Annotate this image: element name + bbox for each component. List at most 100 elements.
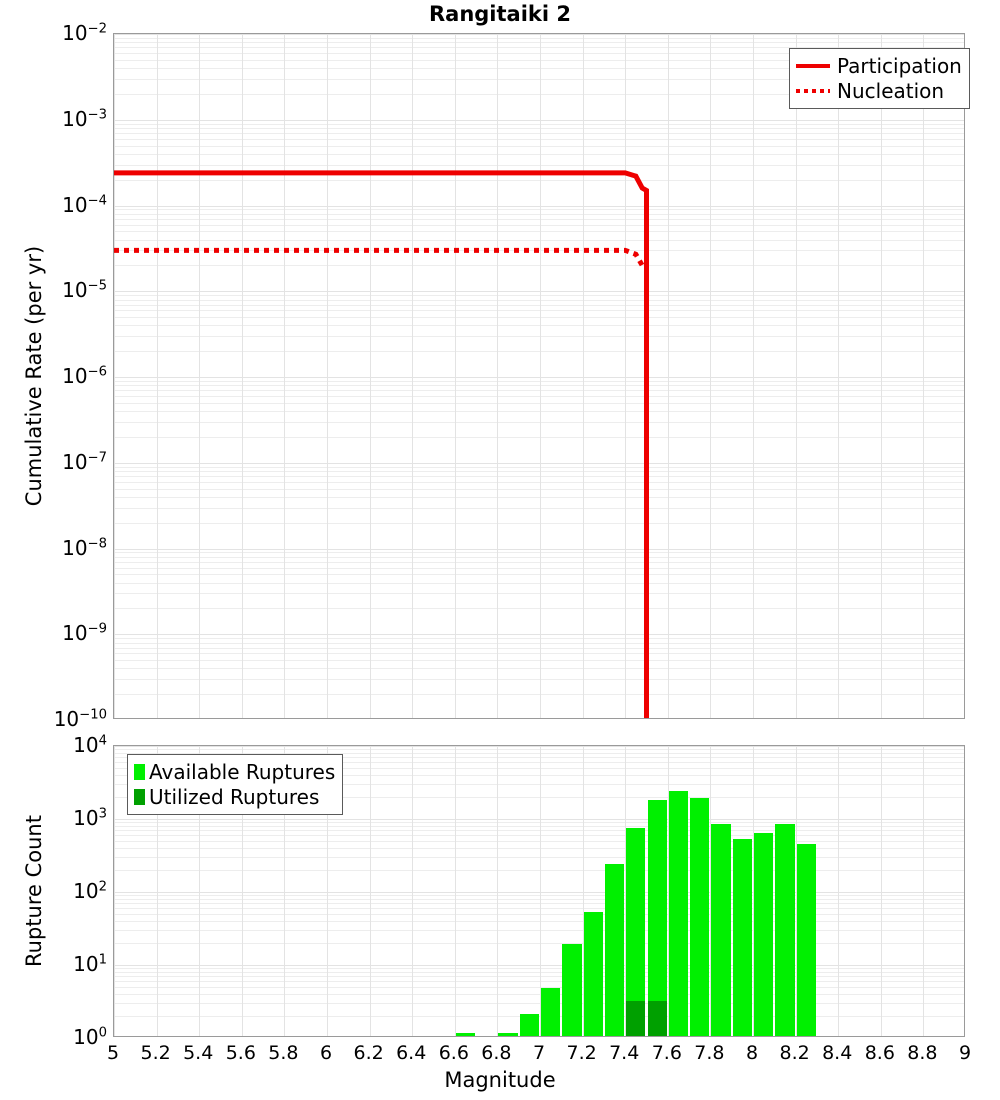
- gridline-horizontal: [114, 797, 964, 799]
- top-panel-gridlines: [114, 34, 964, 718]
- gridline-horizontal: [114, 976, 964, 978]
- gridline-vertical: [284, 746, 286, 1036]
- gridline-horizontal: [114, 351, 964, 353]
- gridline-horizontal: [114, 895, 964, 897]
- legend-item: Utilized Ruptures: [134, 784, 335, 809]
- x-tick-label: 5.4: [183, 1042, 214, 1064]
- gridline-horizontal: [114, 481, 964, 483]
- gridline-vertical: [582, 34, 584, 718]
- x-tick-label: 8.2: [779, 1042, 810, 1064]
- gridline-vertical: [838, 34, 840, 718]
- gridline-horizontal: [114, 857, 964, 859]
- gridline-horizontal: [114, 317, 964, 319]
- legend-label: Nucleation: [837, 78, 945, 103]
- gridline-vertical: [795, 746, 797, 1036]
- gridline-vertical: [327, 746, 328, 1036]
- bar-available-ruptures: [562, 944, 582, 1036]
- gridline-horizontal: [114, 943, 964, 945]
- x-tick-label: 6: [319, 1042, 333, 1064]
- gridline-horizontal: [114, 304, 964, 306]
- legend-item: Available Ruptures: [134, 759, 335, 784]
- bar-available-ruptures: [541, 988, 561, 1036]
- x-tick-label: 5.8: [268, 1042, 299, 1064]
- bar-available-ruptures: [519, 1014, 539, 1036]
- gridline-horizontal: [114, 133, 964, 135]
- gridline-vertical: [412, 34, 414, 718]
- legend-item: Nucleation: [796, 78, 962, 103]
- x-tick-label: 7: [532, 1042, 546, 1064]
- gridline-vertical: [625, 34, 627, 718]
- x-tick-label: 8.6: [864, 1042, 895, 1064]
- gridline-horizontal: [114, 380, 964, 382]
- gridline-vertical: [284, 34, 286, 718]
- dotted-line-icon: [796, 88, 830, 93]
- gridline-horizontal: [114, 68, 964, 70]
- gridline-horizontal: [114, 757, 964, 759]
- gridline-horizontal: [114, 471, 964, 473]
- gridline-horizontal: [114, 488, 964, 490]
- bottom-panel-gridlines: [114, 746, 964, 1036]
- gridline-horizontal: [114, 34, 964, 35]
- gridline-vertical: [327, 34, 328, 718]
- gridline-vertical: [753, 34, 754, 718]
- y-tick-label: 10−9: [62, 621, 107, 646]
- gridline-horizontal: [114, 402, 964, 404]
- gridline-vertical: [497, 34, 499, 718]
- gridline-horizontal: [114, 37, 964, 39]
- y-tick-label: 104: [73, 733, 107, 757]
- gridline-horizontal: [114, 826, 964, 828]
- gridline-horizontal: [114, 78, 964, 80]
- gridline-horizontal: [114, 972, 964, 974]
- gridline-vertical: [880, 34, 882, 718]
- gridline-horizontal: [114, 694, 964, 696]
- gridline-vertical: [241, 34, 243, 718]
- gridline-horizontal: [114, 128, 964, 130]
- y-tick-label: 10−10: [53, 707, 107, 731]
- x-tick-label: 7.2: [566, 1042, 597, 1064]
- x-tick-label: 7.4: [609, 1042, 640, 1064]
- x-tick-label: 6.8: [481, 1042, 512, 1064]
- x-tick-label: 7.8: [694, 1042, 725, 1064]
- gridline-horizontal: [114, 390, 964, 392]
- gridline-horizontal: [114, 968, 964, 970]
- gridline-horizontal: [114, 908, 964, 910]
- gridline-horizontal: [114, 556, 964, 558]
- bar-available-ruptures: [455, 1033, 476, 1036]
- x-tick-label: 5.2: [140, 1042, 171, 1064]
- gridline-horizontal: [114, 239, 964, 241]
- gridline-vertical: [241, 746, 243, 1036]
- gridline-horizontal: [114, 830, 964, 832]
- gridline-vertical: [710, 34, 712, 718]
- gridline-horizontal: [114, 593, 964, 595]
- gridline-horizontal: [114, 582, 964, 584]
- gridline-vertical: [199, 34, 201, 718]
- bar-available-ruptures: [604, 863, 625, 1036]
- y-tick-label: 10−5: [62, 278, 107, 303]
- gridline-horizontal: [114, 295, 964, 297]
- y-tick-label: 10−2: [62, 21, 107, 45]
- gridline-vertical: [199, 746, 201, 1036]
- gridline-vertical: [838, 746, 840, 1036]
- series-line-nucleation: [114, 247, 649, 718]
- bar-available-ruptures: [775, 824, 795, 1036]
- gridline-vertical: [369, 34, 371, 718]
- gridline-horizontal: [114, 507, 964, 509]
- y-tick-label: 10−8: [62, 535, 107, 560]
- gridline-horizontal: [114, 145, 964, 147]
- gridline-vertical: [540, 34, 541, 718]
- legend-item: Participation: [796, 53, 962, 78]
- bar-available-ruptures: [626, 828, 646, 1036]
- gridline-horizontal: [114, 299, 964, 301]
- gridline-horizontal: [114, 205, 964, 207]
- gridline-horizontal: [114, 986, 964, 988]
- gridline-horizontal: [114, 762, 964, 764]
- gridline-horizontal: [114, 892, 964, 893]
- x-tick-label: 8: [745, 1042, 759, 1064]
- gridline-horizontal: [114, 840, 964, 842]
- gridline-horizontal: [114, 784, 964, 786]
- legend-label: Utilized Ruptures: [149, 784, 320, 809]
- bar-available-ruptures: [690, 798, 710, 1036]
- gridline-horizontal: [114, 899, 964, 901]
- legend-label: Available Ruptures: [149, 759, 336, 784]
- y-tick-label: 10−3: [62, 106, 107, 131]
